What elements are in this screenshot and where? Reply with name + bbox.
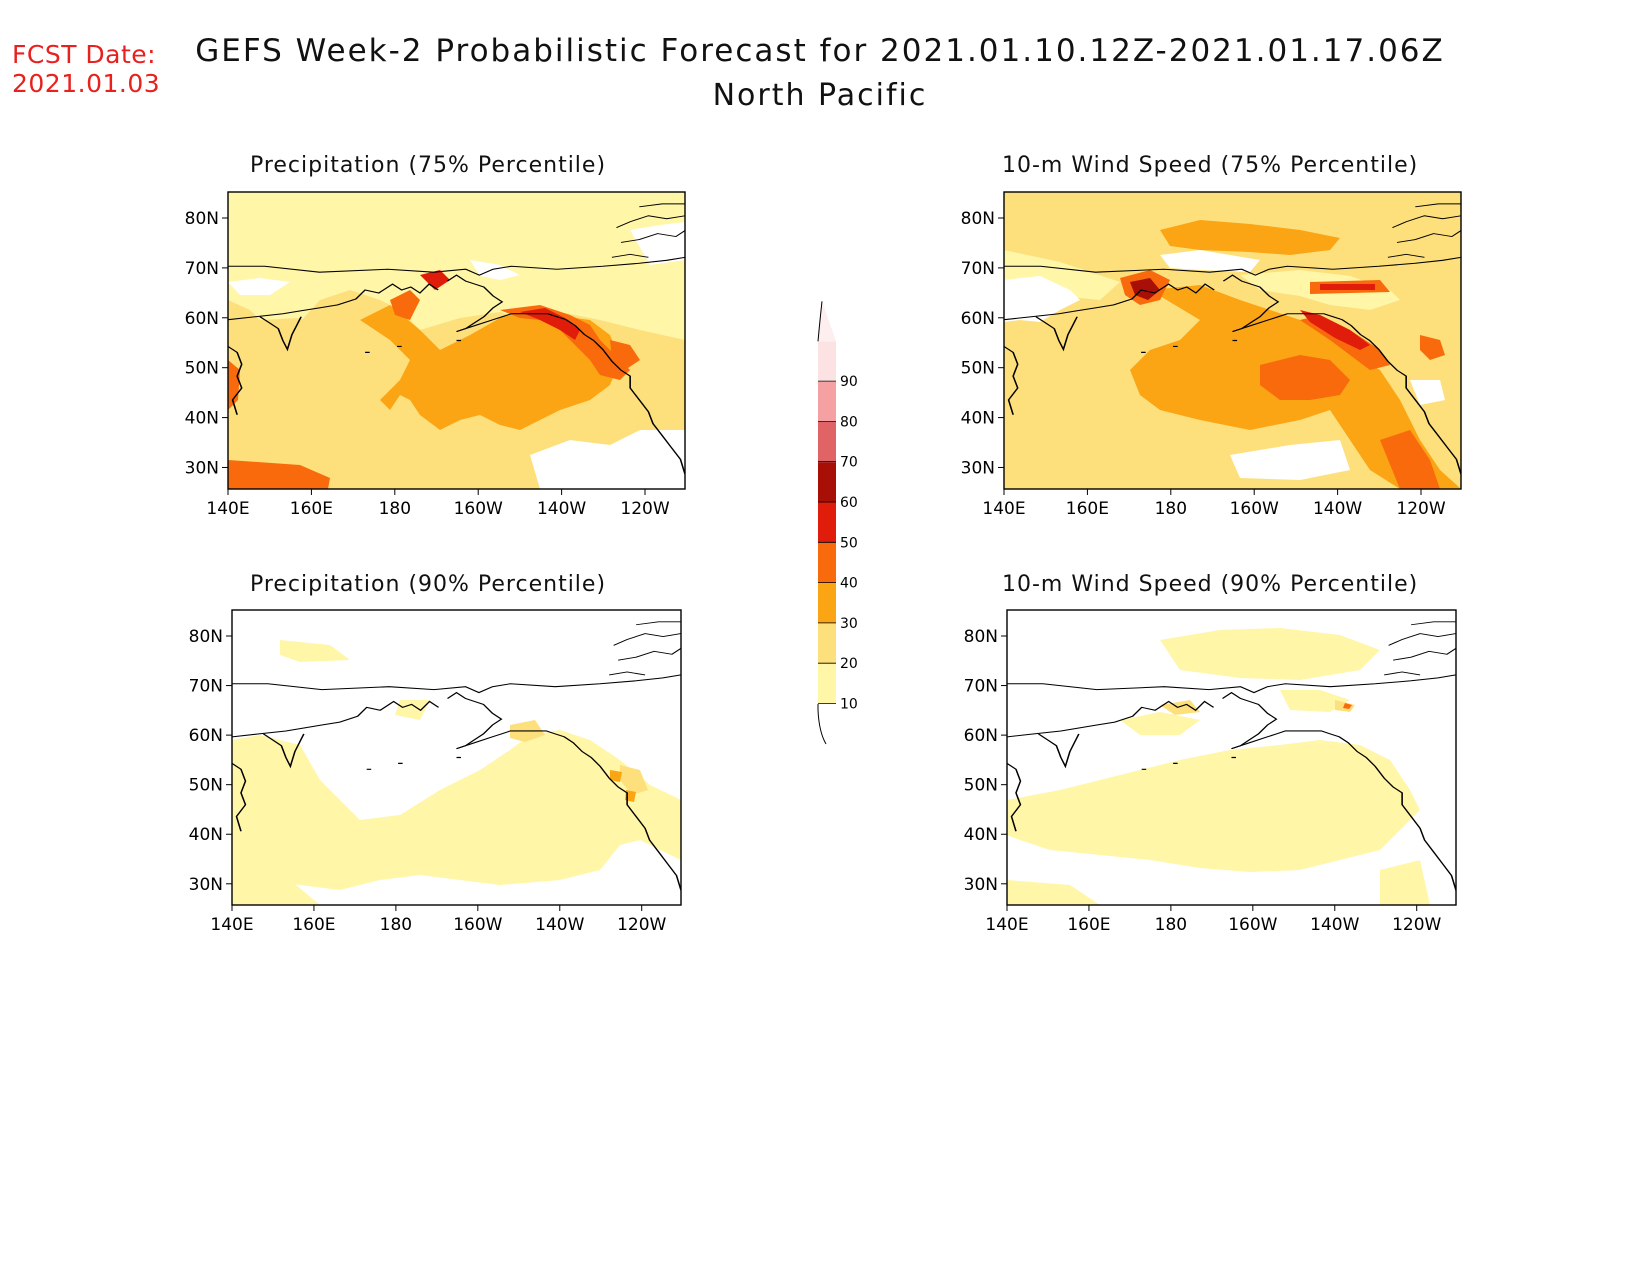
colorbar-segment — [818, 462, 836, 503]
lon-label: 140E — [206, 499, 249, 519]
lon-label: 140W — [1313, 499, 1362, 519]
lat-label: 30N — [185, 458, 219, 478]
lat-label: 60N — [961, 309, 995, 329]
lon-label: 160E — [1066, 499, 1109, 519]
lon-label: 140E — [210, 915, 253, 935]
map-precip-75 — [228, 192, 685, 489]
lon-label: 140W — [535, 915, 584, 935]
colorbar-segment — [818, 542, 836, 584]
colorbar-segment — [818, 341, 836, 382]
map-precip-90 — [232, 610, 681, 905]
colorbar-label: 60 — [840, 495, 858, 511]
panel-title-precip-90: Precipitation (90% Percentile) — [249, 572, 607, 597]
lat-label: 40N — [964, 825, 998, 845]
main-title: GEFS Week-2 Probabilistic Forecast for 2… — [195, 33, 1445, 69]
lon-label: 160E — [1067, 915, 1110, 935]
lat-label: 70N — [961, 259, 995, 279]
lon-label: 160W — [453, 915, 502, 935]
lat-label: 40N — [961, 409, 995, 429]
lat-label: 80N — [185, 209, 219, 229]
colorbar-segment — [818, 623, 836, 664]
colorbar-top-tip — [818, 301, 836, 342]
colorbar-label: 40 — [840, 576, 858, 592]
colorbar-label: 50 — [840, 535, 858, 551]
lat-label: 50N — [185, 359, 219, 379]
lat-label: 30N — [964, 875, 998, 895]
lon-label: 140E — [982, 499, 1025, 519]
colorbar-segment — [818, 583, 836, 624]
lon-label: 160E — [290, 499, 333, 519]
lat-label: 80N — [964, 627, 998, 647]
lon-label: 140W — [1310, 915, 1359, 935]
colorbar-label: 20 — [840, 656, 858, 672]
colorbar: 10 20 30 40 50 60 70 80 90 — [817, 301, 858, 745]
lon-label: 160W — [454, 499, 503, 519]
lat-label: 50N — [964, 776, 998, 796]
lon-label: 180 — [379, 499, 411, 519]
lat-label: 60N — [189, 726, 223, 746]
lon-label: 120W — [1392, 915, 1441, 935]
lat-label: 50N — [189, 776, 223, 796]
colorbar-segment — [818, 381, 836, 422]
lat-label: 40N — [189, 825, 223, 845]
panel-title-wind-75: 10-m Wind Speed (75% Percentile) — [1002, 153, 1419, 178]
colorbar-bottom-tip — [817, 704, 827, 745]
lon-label: 120W — [1396, 499, 1445, 519]
fcst-label: FCST Date: — [12, 40, 157, 69]
lat-label: 70N — [185, 259, 219, 279]
colorbar-segment — [818, 421, 836, 463]
lon-label: 120W — [617, 915, 666, 935]
lon-label: 160E — [292, 915, 335, 935]
lat-label: 80N — [189, 627, 223, 647]
colorbar-label: 10 — [840, 697, 858, 713]
lon-label: 120W — [620, 499, 669, 519]
lon-label: 180 — [1155, 499, 1187, 519]
lat-label: 70N — [964, 677, 998, 697]
fcst-date-label: FCST Date: 2021.01.03 — [12, 40, 160, 98]
lat-label: 60N — [185, 309, 219, 329]
lon-label: 140W — [537, 499, 586, 519]
lat-label: 70N — [189, 677, 223, 697]
lon-label: 140E — [985, 915, 1028, 935]
fcst-date: 2021.01.03 — [12, 69, 161, 98]
colorbar-segment — [818, 663, 836, 704]
colorbar-top-outline — [817, 301, 823, 342]
map-wind-90 — [1007, 610, 1456, 905]
colorbar-label: 70 — [840, 455, 858, 471]
lat-label: 80N — [961, 209, 995, 229]
lat-label: 60N — [964, 726, 998, 746]
map-wind-75 — [1004, 192, 1461, 489]
lat-label: 30N — [189, 875, 223, 895]
lon-label: 160W — [1228, 915, 1277, 935]
colorbar-label: 90 — [840, 374, 858, 390]
region-subtitle: North Pacific — [712, 78, 928, 113]
lon-label: 180 — [1155, 915, 1187, 935]
colorbar-segment — [818, 502, 836, 543]
panel-title-wind-90: 10-m Wind Speed (90% Percentile) — [1002, 572, 1419, 597]
lon-label: 180 — [380, 915, 412, 935]
colorbar-label: 30 — [840, 616, 858, 632]
lat-label: 30N — [961, 458, 995, 478]
panel-title-precip-75: Precipitation (75% Percentile) — [249, 153, 607, 178]
lat-label: 50N — [961, 359, 995, 379]
lon-label: 160W — [1230, 499, 1279, 519]
lat-label: 40N — [185, 409, 219, 429]
colorbar-label: 80 — [840, 414, 858, 430]
